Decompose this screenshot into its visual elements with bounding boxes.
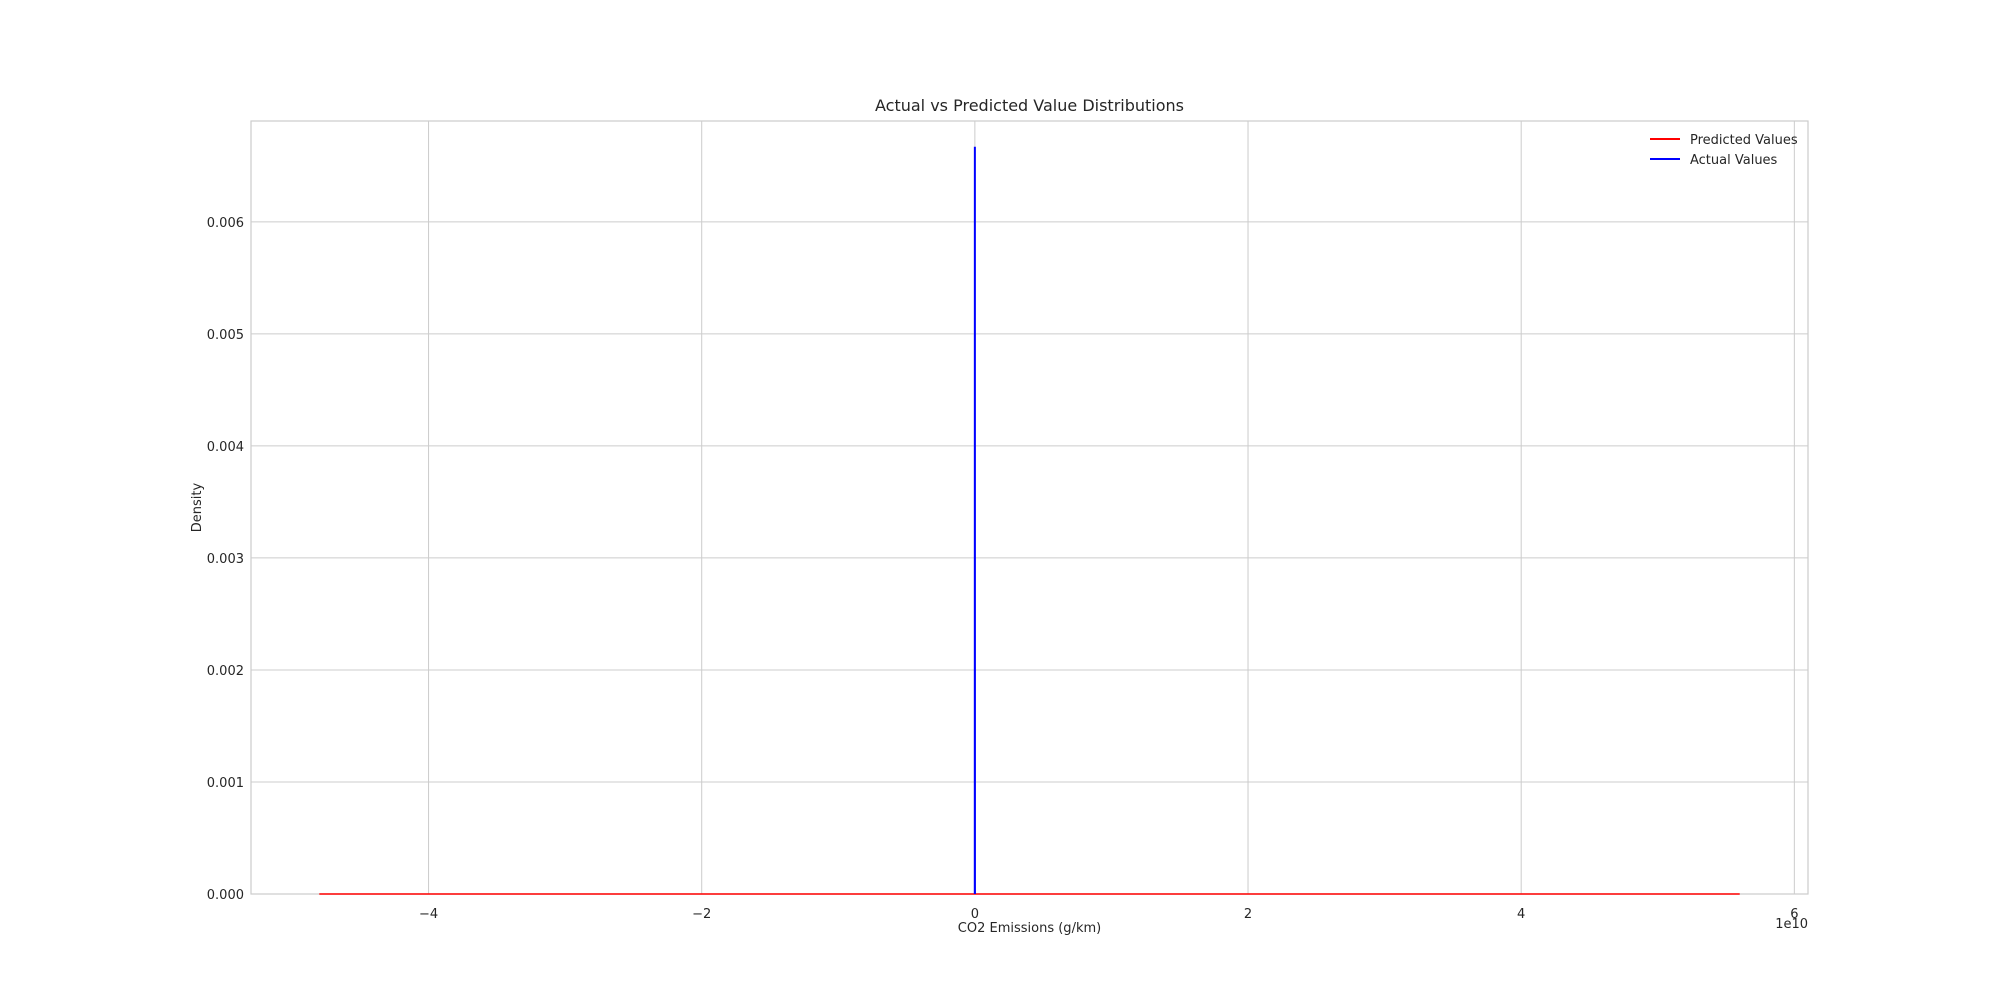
x-tick-label: −4	[419, 907, 438, 922]
y-tick-label: 0.002	[207, 664, 244, 679]
y-tick-label: 0.004	[207, 440, 244, 455]
x-tick-label: 0	[971, 907, 979, 922]
grid	[251, 121, 1808, 895]
x-tick-label: 2	[1244, 907, 1252, 922]
y-tick-label: 0.006	[207, 216, 244, 231]
y-tick-label: 0.001	[207, 776, 244, 791]
x-axis-offset-label: 1e10	[1775, 917, 1808, 932]
y-tick-label: 0.000	[207, 888, 244, 903]
x-axis-label: CO2 Emissions (g/km)	[958, 921, 1101, 936]
legend: Predicted Values Actual Values	[1650, 133, 1798, 168]
x-tick-label: 4	[1517, 907, 1525, 922]
legend-label-actual-values: Actual Values	[1690, 153, 1778, 168]
legend-label-predicted-values: Predicted Values	[1690, 133, 1798, 148]
x-axis-ticks: −4 −2 0 2 4 6	[419, 907, 1799, 922]
y-tick-label: 0.005	[207, 328, 244, 343]
y-tick-label: 0.003	[207, 552, 244, 567]
x-tick-label: −2	[692, 907, 711, 922]
series-layer	[319, 146, 1740, 895]
x-tick-label: 6	[1790, 907, 1798, 922]
y-axis-ticks: 0.000 0.001 0.002 0.003 0.004 0.005 0.006	[207, 216, 244, 903]
chart-title: Actual vs Predicted Value Distributions	[875, 96, 1184, 115]
y-axis-label: Density	[190, 482, 205, 532]
